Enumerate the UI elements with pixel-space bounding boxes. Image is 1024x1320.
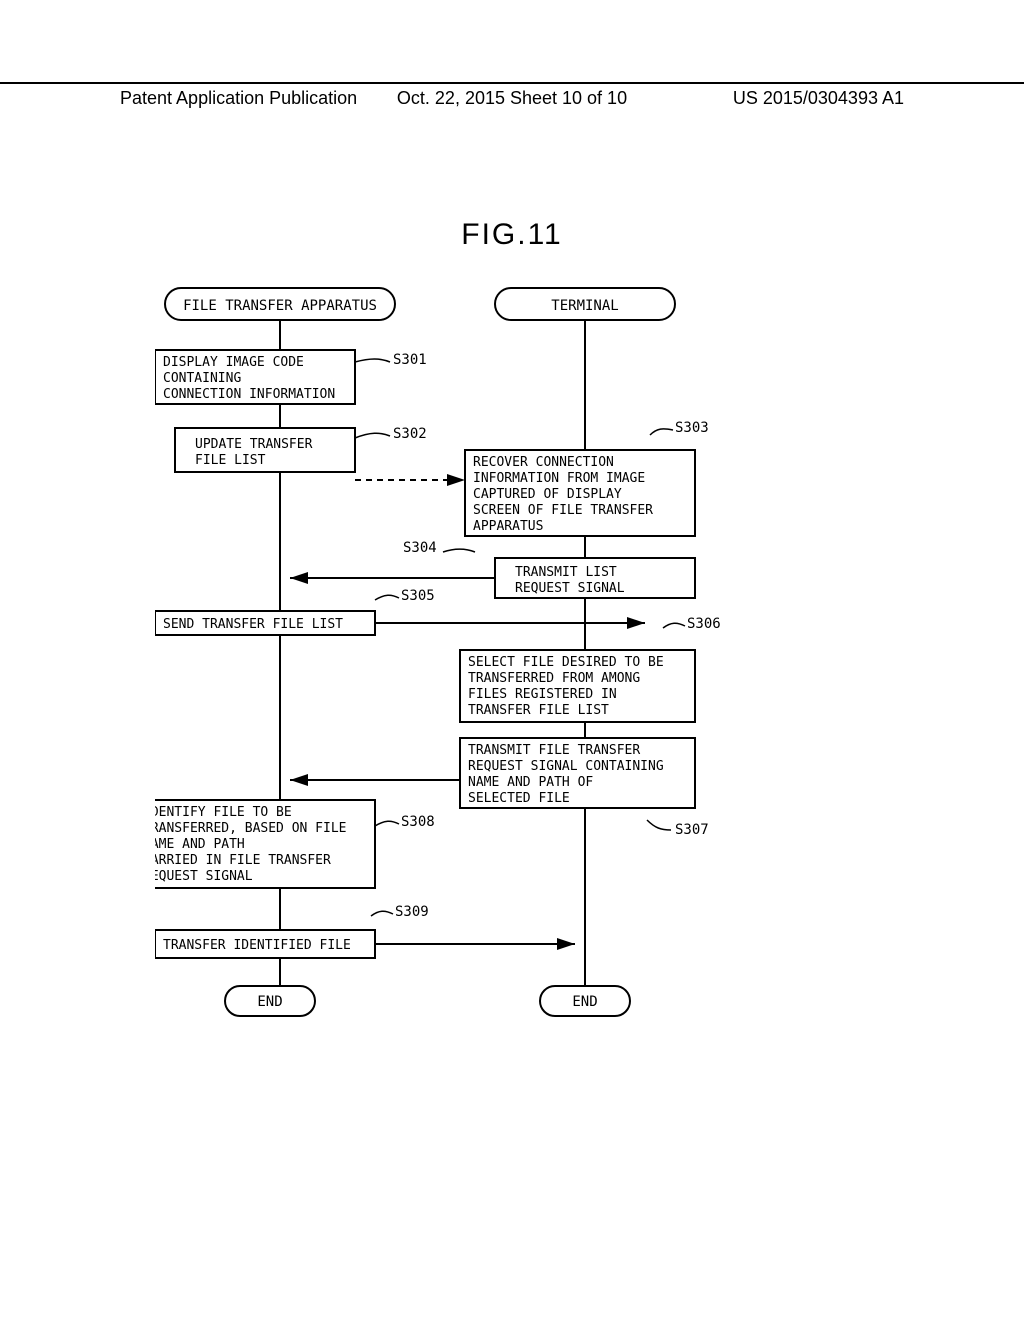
s304-l1: TRANSMIT LIST xyxy=(515,565,617,580)
s308-l3: NAME AND PATH xyxy=(155,837,245,852)
header-right: US 2015/0304393 A1 xyxy=(733,88,904,109)
s303-l4: SCREEN OF FILE TRANSFER xyxy=(473,503,653,518)
svg-text:TRANSMIT LIST REQUES: TRANSMIT LIST REQUEST SIGNAL xyxy=(515,565,625,596)
end-left-text: END xyxy=(257,994,282,1010)
s309-label: S309 xyxy=(395,904,429,920)
s303-label: S303 xyxy=(675,420,709,436)
box-s309: TRANSFER IDENTIFIED FILE S309 xyxy=(155,904,429,958)
end-right: END xyxy=(540,986,630,1016)
s301-l3: CONNECTION INFORMATION xyxy=(163,387,335,402)
header-center: Oct. 22, 2015 Sheet 10 of 10 xyxy=(397,88,627,109)
svg-text:TRANSMIT FILE TRANSFER: TRANSMIT FILE TRANSFER REQUEST SIGNAL CO… xyxy=(468,743,672,806)
s304-l2: REQUEST SIGNAL xyxy=(515,581,625,596)
flowchart-svg: FILE TRANSFER APPARATUS TERMINAL DISPLAY… xyxy=(155,280,745,1040)
s305-l1: SEND TRANSFER FILE LIST xyxy=(163,617,343,632)
s308-l5: REQUEST SIGNAL xyxy=(155,869,253,884)
s302-l1: UPDATE TRANSFER xyxy=(195,437,313,452)
page-header: Patent Application Publication Oct. 22, … xyxy=(0,82,1024,109)
svg-text:DISPLAY IMAGE CODE C: DISPLAY IMAGE CODE CONTAINING CONNECTION… xyxy=(163,355,335,402)
s301-l2: CONTAINING xyxy=(163,371,241,386)
header-left: Patent Application Publication xyxy=(120,88,357,109)
s308-label: S308 xyxy=(401,814,435,830)
lane-right-title: TERMINAL xyxy=(495,288,675,320)
box-s301: DISPLAY IMAGE CODE CONTAINING CONNECTION… xyxy=(155,350,427,404)
s303-l2: INFORMATION FROM IMAGE xyxy=(473,471,645,486)
svg-text:IDENTIFY FILE TO BE: IDENTIFY FILE TO BE TRANSFERRED, BASED O… xyxy=(155,805,354,884)
box-s306: SELECT FILE DESIRED TO BE TRANSFERRED FR… xyxy=(460,616,721,722)
s307-l4: SELECTED FILE xyxy=(468,791,570,806)
lane-left-title-text: FILE TRANSFER APPARATUS xyxy=(183,298,377,314)
s307-l3: NAME AND PATH OF xyxy=(468,775,593,790)
svg-text:RECOVER CONNECTION I: RECOVER CONNECTION INFORMATION FROM IMAG… xyxy=(473,455,661,534)
end-right-text: END xyxy=(572,994,597,1010)
svg-text:SELECT FILE DESIRED TO BE: SELECT FILE DESIRED TO BE TRANSFERRED FR… xyxy=(468,655,672,718)
flowchart: FILE TRANSFER APPARATUS TERMINAL DISPLAY… xyxy=(155,280,745,1045)
lane-right-title-text: TERMINAL xyxy=(551,298,618,314)
svg-text:UPDATE TRANSFER FILE: UPDATE TRANSFER FILE LIST xyxy=(195,437,320,468)
s308-l4: CARRIED IN FILE TRANSFER xyxy=(155,853,331,868)
s307-l2: REQUEST SIGNAL CONTAINING xyxy=(468,759,664,774)
s302-l2: FILE LIST xyxy=(195,453,266,468)
s303-l3: CAPTURED OF DISPLAY xyxy=(473,487,622,502)
s303-l1: RECOVER CONNECTION xyxy=(473,455,614,470)
s308-l1: IDENTIFY FILE TO BE xyxy=(155,805,292,820)
s301-label: S301 xyxy=(393,352,427,368)
page: Patent Application Publication Oct. 22, … xyxy=(0,0,1024,1320)
s302-label: S302 xyxy=(393,426,427,442)
s304-label: S304 xyxy=(403,540,437,556)
box-s304: TRANSMIT LIST REQUEST SIGNAL S304 xyxy=(403,540,695,598)
s306-label: S306 xyxy=(687,616,721,632)
s305-label: S305 xyxy=(401,588,435,604)
s309-l1: TRANSFER IDENTIFIED FILE xyxy=(163,938,351,953)
s308-l2: TRANSFERRED, BASED ON FILE xyxy=(155,821,347,836)
box-s303: RECOVER CONNECTION INFORMATION FROM IMAG… xyxy=(465,420,709,536)
s306-l2: TRANSFERRED FROM AMONG xyxy=(468,671,640,686)
box-s305: SEND TRANSFER FILE LIST S305 xyxy=(155,588,435,635)
s307-l1: TRANSMIT FILE TRANSFER xyxy=(468,743,640,758)
s301-l1: DISPLAY IMAGE CODE xyxy=(163,355,304,370)
s306-l1: SELECT FILE DESIRED TO BE xyxy=(468,655,664,670)
figure-title: FIG.11 xyxy=(461,218,562,252)
s306-l4: TRANSFER FILE LIST xyxy=(468,703,609,718)
box-s308: IDENTIFY FILE TO BE TRANSFERRED, BASED O… xyxy=(155,800,435,888)
s306-l3: FILES REGISTERED IN xyxy=(468,687,617,702)
end-left: END xyxy=(225,986,315,1016)
s307-label: S307 xyxy=(675,822,709,838)
box-s302: UPDATE TRANSFER FILE LIST S302 xyxy=(175,426,427,472)
s303-l5: APPARATUS xyxy=(473,519,543,534)
lane-left-title: FILE TRANSFER APPARATUS xyxy=(165,288,395,320)
